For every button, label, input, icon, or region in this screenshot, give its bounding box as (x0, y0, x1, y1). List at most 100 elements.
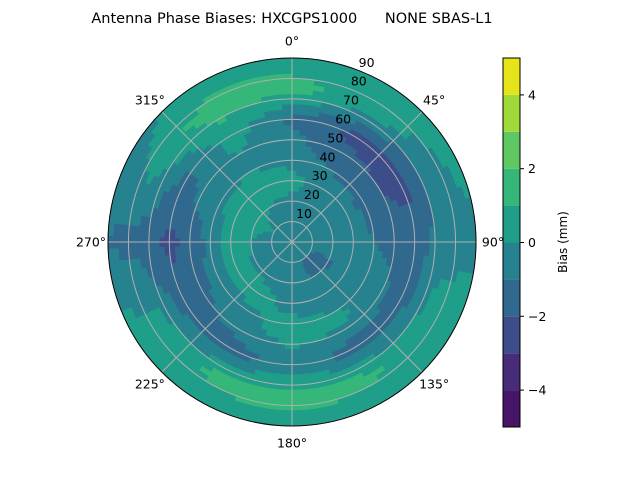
angular-gridline (291, 111, 423, 243)
contour-cell (158, 246, 166, 257)
colorbar-label: Bias (mm) (556, 211, 570, 273)
contour-cell (283, 129, 293, 136)
contour-cell (291, 364, 302, 371)
contour-cell (288, 190, 293, 197)
contour-cell (220, 244, 227, 250)
colorbar-segment (503, 58, 520, 95)
contour-cell (281, 379, 293, 386)
contour-cell (291, 343, 300, 350)
contour-cell (285, 328, 293, 335)
contour-cell (347, 235, 354, 241)
contour-cell (403, 229, 410, 239)
contour-cell (179, 229, 186, 239)
contour-cell (378, 232, 385, 240)
angular-tick-label: 270° (76, 235, 106, 250)
contour-cell (282, 108, 293, 115)
radial-tick-label: 60 (335, 112, 351, 127)
contour-cell (285, 154, 293, 161)
contour-cell (282, 374, 293, 381)
contour-cell (378, 244, 385, 252)
contour-cell (179, 245, 186, 255)
contour-cell (287, 180, 293, 187)
contour-cell (280, 165, 288, 172)
contour-cell (286, 165, 293, 171)
chart-title: Antenna Phase Biases: HXCGPS1000 NONE SB… (91, 11, 492, 27)
radial-tick-label: 50 (327, 130, 343, 145)
contour-cell (367, 233, 375, 240)
contour-cell (291, 338, 300, 345)
contour-cell (342, 235, 349, 241)
contour-cell (287, 297, 293, 304)
contour-cell (209, 244, 217, 251)
contour-cell (291, 313, 298, 319)
contour-cell (284, 144, 293, 151)
contour-cell (215, 244, 222, 251)
angular-tick-label: 225° (135, 377, 165, 392)
colorbar: −4 −2 0 2 4 (502, 57, 546, 428)
radial-tick-label: 30 (312, 168, 328, 183)
contour-cell (291, 353, 301, 360)
contour-cell (291, 409, 305, 417)
contour-cell (403, 245, 410, 255)
contour-cell (291, 374, 302, 381)
contour-cell (225, 243, 232, 250)
radial-tick-label: 90 (359, 55, 375, 70)
contour-cell (291, 328, 299, 335)
angular-tick-label: 45° (423, 92, 445, 107)
radial-tick-label: 20 (304, 187, 320, 202)
contour-cell (291, 154, 299, 161)
contour-cell (291, 83, 304, 90)
contour-cell (283, 358, 293, 365)
contour-cell (280, 83, 293, 90)
colorbar-segment (503, 131, 520, 169)
contour-cell (291, 307, 298, 314)
contour-cell (235, 243, 242, 249)
contour-cell (281, 98, 293, 105)
contour-cell (291, 124, 301, 131)
contour-cell (291, 144, 300, 151)
contour-cell (287, 175, 293, 182)
contour-cell (278, 57, 293, 64)
polar-grid (107, 57, 477, 427)
contour-cell (283, 348, 293, 355)
contour-cell (174, 229, 181, 239)
contour-cell (383, 231, 390, 240)
contour-cell (286, 170, 293, 177)
contour-cell (383, 244, 390, 253)
contour-cell (352, 234, 359, 241)
angular-gridline (161, 111, 293, 243)
contour-cell (291, 348, 301, 355)
contour-cell (287, 302, 293, 309)
contour-cell (291, 88, 304, 95)
contour-cell (291, 180, 297, 187)
contour-cell (291, 420, 306, 427)
contour-cell (291, 67, 305, 75)
contour-cell (279, 415, 293, 422)
contour-cell (240, 243, 247, 248)
colorbar-tick-label: 0 (528, 235, 536, 250)
contour-cell (291, 323, 299, 330)
contour-cell (291, 297, 297, 304)
contour-cell (291, 358, 301, 365)
contour-cell (291, 57, 306, 64)
contour-cell (282, 369, 293, 376)
contour-cell (291, 159, 299, 166)
contour-cell (291, 399, 304, 406)
contour-cell (398, 245, 405, 255)
contour-cell (291, 62, 305, 69)
radial-tick-label: 40 (320, 149, 336, 164)
contour-cell (279, 67, 293, 75)
contour-cell (357, 244, 364, 250)
radial-tick-label: 70 (343, 93, 359, 108)
colorbar-segment (503, 242, 520, 280)
contour-cell (282, 113, 293, 120)
contour-cell (279, 409, 293, 417)
colorbar-segment (503, 316, 520, 354)
contour-cell (291, 318, 299, 325)
colorbar-segment (503, 279, 520, 317)
contour-cell (283, 185, 289, 192)
contour-cell (291, 175, 297, 182)
contour-cell (287, 185, 293, 192)
contour-cell (296, 312, 304, 319)
